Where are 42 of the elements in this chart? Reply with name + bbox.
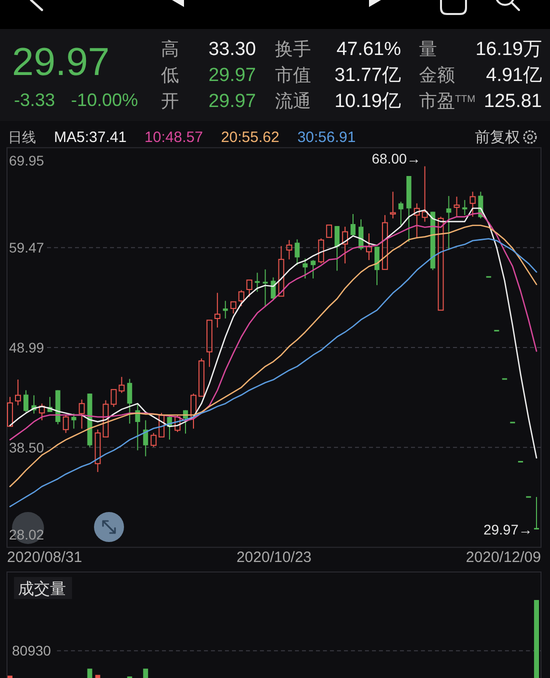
text: 10.19亿 [334,91,401,112]
text: 市盈$^{TTM}$ [419,91,476,111]
text: MA5:37.41 [54,129,127,146]
y-tick-label: 69.95 [9,152,44,169]
text: 前复权 [475,129,520,146]
text: 20:55.62 [220,129,280,146]
text: 高 [161,39,179,59]
y-tick-label: 48.99 [9,339,44,356]
annotation: 29.97→ [483,522,533,538]
bar [143,668,148,678]
text: 31.77亿 [334,65,401,86]
chart-title: 成交量 [18,580,66,598]
text: 金额 [419,65,455,85]
text: 47.61% [336,39,402,60]
text: 低 [161,65,179,85]
text: 16.19万 [475,39,542,60]
text: 29.97 [12,41,110,84]
text: 125.81 [484,91,542,112]
text: 2020/12/09 [466,549,541,566]
bar [87,668,92,678]
text: 2020/08/31 [7,549,82,566]
text: 29.97 [208,65,256,86]
annotation: 68.00→ [372,150,421,166]
text: 4.91亿 [486,65,542,86]
text: 33.30 [208,39,256,60]
text: 10:48.57 [144,129,203,146]
y-tick-label: 59.47 [9,240,44,256]
text: 换手 [275,39,311,59]
chart-title: 日线 [8,129,36,145]
text: 流通 [275,91,311,111]
text: 市值 [275,65,311,85]
text: -10.00% [71,90,138,110]
y-tick-label: 28.02 [9,526,44,542]
text: 开 [161,91,179,111]
text: 30:56.91 [297,129,356,146]
text: 量 [419,39,437,59]
annotation: 80930 [12,642,52,659]
text: 29.97 [208,91,256,112]
bar [534,600,539,678]
text: 2020/10/23 [236,549,312,566]
text: -3.33 [14,90,56,110]
y-tick-label: 38.50 [9,439,44,456]
